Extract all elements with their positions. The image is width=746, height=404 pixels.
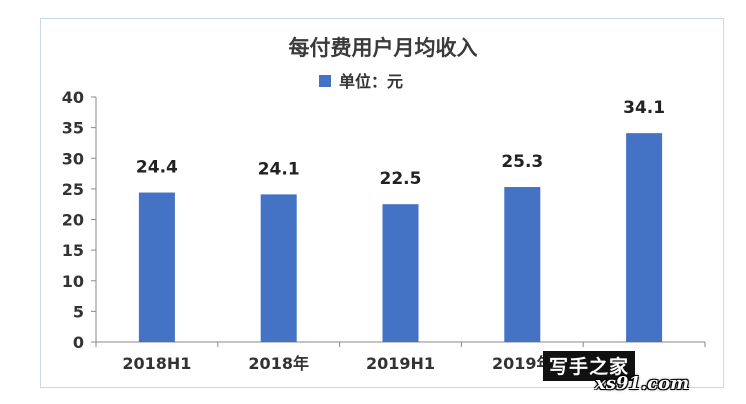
x-tick-label: 2019H1: [366, 354, 435, 373]
y-tick-label: 5: [73, 302, 84, 321]
y-tick-label: 30: [62, 149, 84, 168]
data-label: 34.1: [623, 98, 665, 118]
watermark-site: xs91.com: [595, 373, 690, 394]
data-label: 25.3: [501, 152, 543, 172]
bar: [260, 194, 297, 342]
x-tick-label: 2018H1: [122, 354, 191, 373]
data-label: 24.4: [136, 158, 178, 178]
x-tick-label: 2019年: [492, 354, 553, 373]
y-tick-label: 15: [62, 241, 84, 260]
y-tick-label: 10: [62, 272, 84, 291]
legend-swatch: [319, 75, 331, 87]
bar-chart: 每付费用户月均收入 单位：元 0 5 10 15 20 25 30 35 40 24.4 24.1…: [62, 36, 706, 373]
axes: 0 5 10 15 20 25 30 35 40: [62, 88, 706, 352]
watermark-brand: 写手之家: [543, 351, 636, 381]
legend-label: 单位：元: [339, 72, 403, 91]
legend: 单位：元: [319, 72, 403, 91]
data-labels: 24.4 24.1 22.5 25.3 34.1: [136, 98, 665, 189]
x-tick-label: 2018年: [248, 354, 309, 373]
bar: [138, 192, 175, 342]
y-tick-label: 25: [62, 180, 84, 199]
y-tick-label: 20: [62, 211, 84, 230]
category-labels: 2018H1 2018年 2019H1 2019年: [122, 354, 552, 373]
bar: [382, 204, 419, 342]
bars: [138, 133, 663, 342]
data-label: 24.1: [258, 159, 300, 179]
chart-frame: 每付费用户月均收入 单位：元 0 5 10 15 20 25 30 35 40 24.4 24.1…: [40, 18, 724, 388]
bar: [626, 133, 663, 342]
data-label: 22.5: [380, 169, 422, 189]
y-tick-label: 0: [73, 333, 84, 352]
watermark: 写手之家 xs91.com: [543, 351, 713, 397]
y-tick-label: 40: [62, 88, 84, 107]
y-tick-label: 35: [62, 119, 84, 138]
chart-title: 每付费用户月均收入: [289, 36, 478, 60]
bar: [504, 187, 541, 342]
